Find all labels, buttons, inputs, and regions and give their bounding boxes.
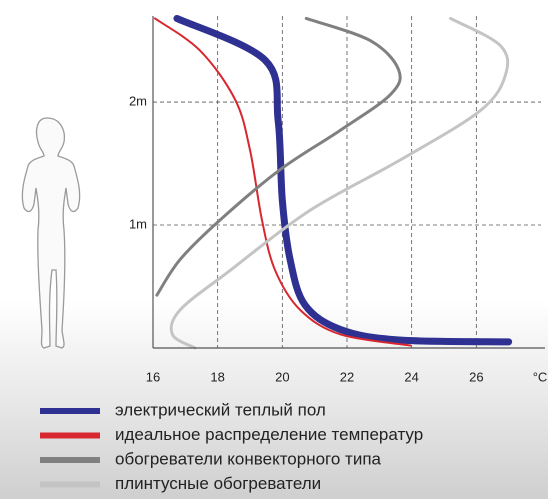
- x-tick-label: 24: [404, 369, 418, 384]
- series-line: [169, 16, 510, 350]
- x-tick-label: 18: [210, 369, 224, 384]
- floor-background: [0, 300, 548, 499]
- legend-label: обогреватели конвекторного типа: [115, 449, 382, 468]
- x-tick-label: 20: [275, 369, 289, 384]
- x-tick-label: 26: [469, 369, 483, 384]
- legend-label: плинтусные обогреватели: [115, 474, 321, 493]
- x-tick-label: 22: [340, 369, 354, 384]
- x-tick-label: 16: [146, 369, 160, 384]
- legend-label: электрический теплый пол: [115, 400, 326, 419]
- y-tick-label: 2m: [129, 94, 147, 109]
- x-axis-label: °C: [533, 369, 548, 384]
- series-line: [173, 14, 513, 346]
- y-tick-label: 1m: [129, 216, 147, 231]
- person-silhouette: [21, 117, 81, 349]
- legend-label: идеальное распределение температур: [115, 425, 423, 444]
- series-line: [155, 16, 402, 297]
- plot-area: [152, 14, 541, 350]
- series-line: [153, 17, 412, 347]
